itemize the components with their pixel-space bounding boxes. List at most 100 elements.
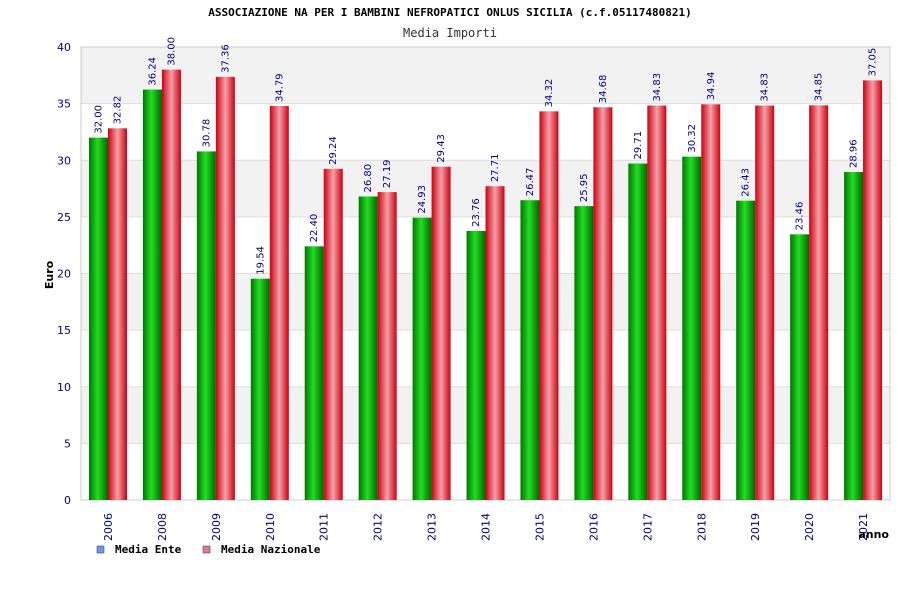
bar-media-nazionale (108, 128, 127, 500)
bar-media-ente (358, 196, 378, 501)
y-tick-label: 5 (64, 437, 71, 450)
x-tick-label: 2010 (264, 513, 277, 541)
x-axis-ticks: 2006 2008 2009 2010 2011 2012 2013 2014 2015 2016… (102, 513, 870, 541)
data-label: 26.47 (525, 168, 536, 197)
bar-media-ente (736, 200, 756, 501)
x-tick-label: 2014 (480, 513, 493, 541)
data-label: 34.68 (598, 75, 609, 104)
data-label: 28.96 (849, 139, 860, 168)
bar-media-nazionale (215, 76, 235, 500)
data-label: 19.54 (255, 246, 266, 275)
data-label: 34.94 (706, 72, 717, 101)
data-label: 36.24 (147, 57, 158, 86)
data-label: 29.24 (328, 136, 339, 165)
bar-media-nazionale (647, 105, 667, 501)
legend-label-media-nazionale: Media Nazionale (221, 543, 321, 556)
bar-media-ente (412, 217, 432, 500)
plot-band (81, 47, 890, 104)
data-label: 23.76 (471, 198, 482, 227)
bar-media-ente (304, 246, 324, 500)
bar-media-ente (196, 151, 216, 500)
y-tick-label: 30 (57, 154, 71, 167)
bar-media-nazionale (593, 107, 613, 501)
y-tick-label: 10 (57, 381, 71, 394)
bar-media-nazionale (269, 106, 289, 501)
bar-media-ente (520, 200, 540, 501)
bar-media-ente (628, 163, 648, 501)
bar-media-nazionale (431, 166, 451, 500)
data-label: 25.95 (579, 173, 590, 202)
bar-media-ente (89, 137, 108, 500)
y-axis-label: Euro (43, 260, 56, 289)
legend-swatch-media-ente (96, 545, 105, 554)
x-tick-label: 2017 (641, 513, 654, 541)
bar-media-nazionale (485, 186, 505, 500)
legend-label-media-ente: Media Ente (115, 543, 182, 556)
data-label: 22.40 (309, 214, 320, 243)
plot-band (81, 103, 890, 161)
bar-media-nazionale (161, 69, 181, 501)
bar-media-ente (466, 230, 486, 500)
data-label: 34.32 (544, 79, 555, 108)
x-tick-label: 2013 (426, 513, 439, 541)
data-label: 30.32 (687, 124, 698, 153)
x-tick-label: 2008 (156, 513, 169, 541)
data-label: 34.85 (814, 73, 825, 102)
data-label: 37.05 (868, 48, 879, 77)
data-label: 34.83 (652, 73, 663, 102)
x-tick-label: 2018 (695, 513, 708, 541)
y-axis-ticks: 0 5 10 15 20 25 30 35 40 (57, 41, 71, 507)
x-tick-label: 2012 (372, 513, 385, 541)
data-label: 26.80 (363, 164, 374, 193)
data-label: 32.82 (113, 96, 124, 125)
bar-media-nazionale (539, 111, 559, 501)
data-label: 29.71 (633, 131, 644, 160)
bar-media-ente (574, 206, 594, 500)
bar-media-nazionale (323, 168, 343, 500)
y-tick-label: 0 (64, 494, 71, 507)
data-label: 27.71 (490, 154, 501, 183)
y-tick-label: 15 (57, 324, 71, 337)
chart-title: ASSOCIAZIONE NA PER I BAMBINI NEFROPATIC… (208, 6, 691, 19)
bar-media-ente (790, 234, 810, 501)
bar-media-ente (682, 156, 702, 500)
data-label: 34.83 (760, 73, 771, 102)
legend-swatch-media-nazionale (202, 545, 211, 554)
data-label: 29.43 (436, 134, 447, 163)
data-label: 32.00 (94, 105, 105, 134)
bar-media-nazionale (377, 192, 397, 501)
bar-media-nazionale (701, 104, 721, 500)
x-tick-label: 2019 (749, 513, 762, 541)
data-label: 30.78 (201, 119, 212, 148)
x-tick-label: 2015 (533, 513, 546, 541)
y-tick-label: 40 (57, 41, 71, 54)
data-label: 38.00 (166, 37, 177, 66)
y-tick-label: 25 (57, 211, 71, 224)
bar-media-nazionale (863, 80, 883, 500)
bar-media-ente (844, 172, 864, 500)
data-label: 34.79 (274, 73, 285, 102)
bars-group (89, 69, 883, 501)
data-label: 26.43 (741, 168, 752, 197)
bar-media-ente (250, 278, 270, 500)
chart-subtitle: Media Importi (403, 26, 497, 40)
x-tick-label: 2016 (587, 513, 600, 541)
x-tick-label: 2009 (210, 513, 223, 541)
bar-media-nazionale (809, 105, 829, 500)
bar-media-nazionale (755, 105, 775, 501)
data-labels-group: 32.00 32.82 36.24 38.00 30.78 37.36 19.54 34.79… (94, 37, 879, 275)
bar-media-ente (142, 89, 162, 500)
y-tick-label: 35 (57, 98, 71, 111)
data-label: 27.19 (382, 159, 393, 188)
x-tick-label: 2006 (102, 513, 115, 541)
y-tick-label: 20 (57, 268, 71, 281)
x-tick-label: 2020 (803, 513, 816, 541)
data-label: 24.93 (417, 185, 428, 214)
data-label: 23.46 (795, 202, 806, 231)
x-tick-label: 2011 (318, 513, 331, 541)
legend: Media Ente Media Nazionale (96, 543, 321, 556)
data-label: 37.36 (220, 44, 231, 73)
x-tick-label: 2021 (857, 513, 870, 541)
x-axis-label: anno (858, 528, 889, 541)
